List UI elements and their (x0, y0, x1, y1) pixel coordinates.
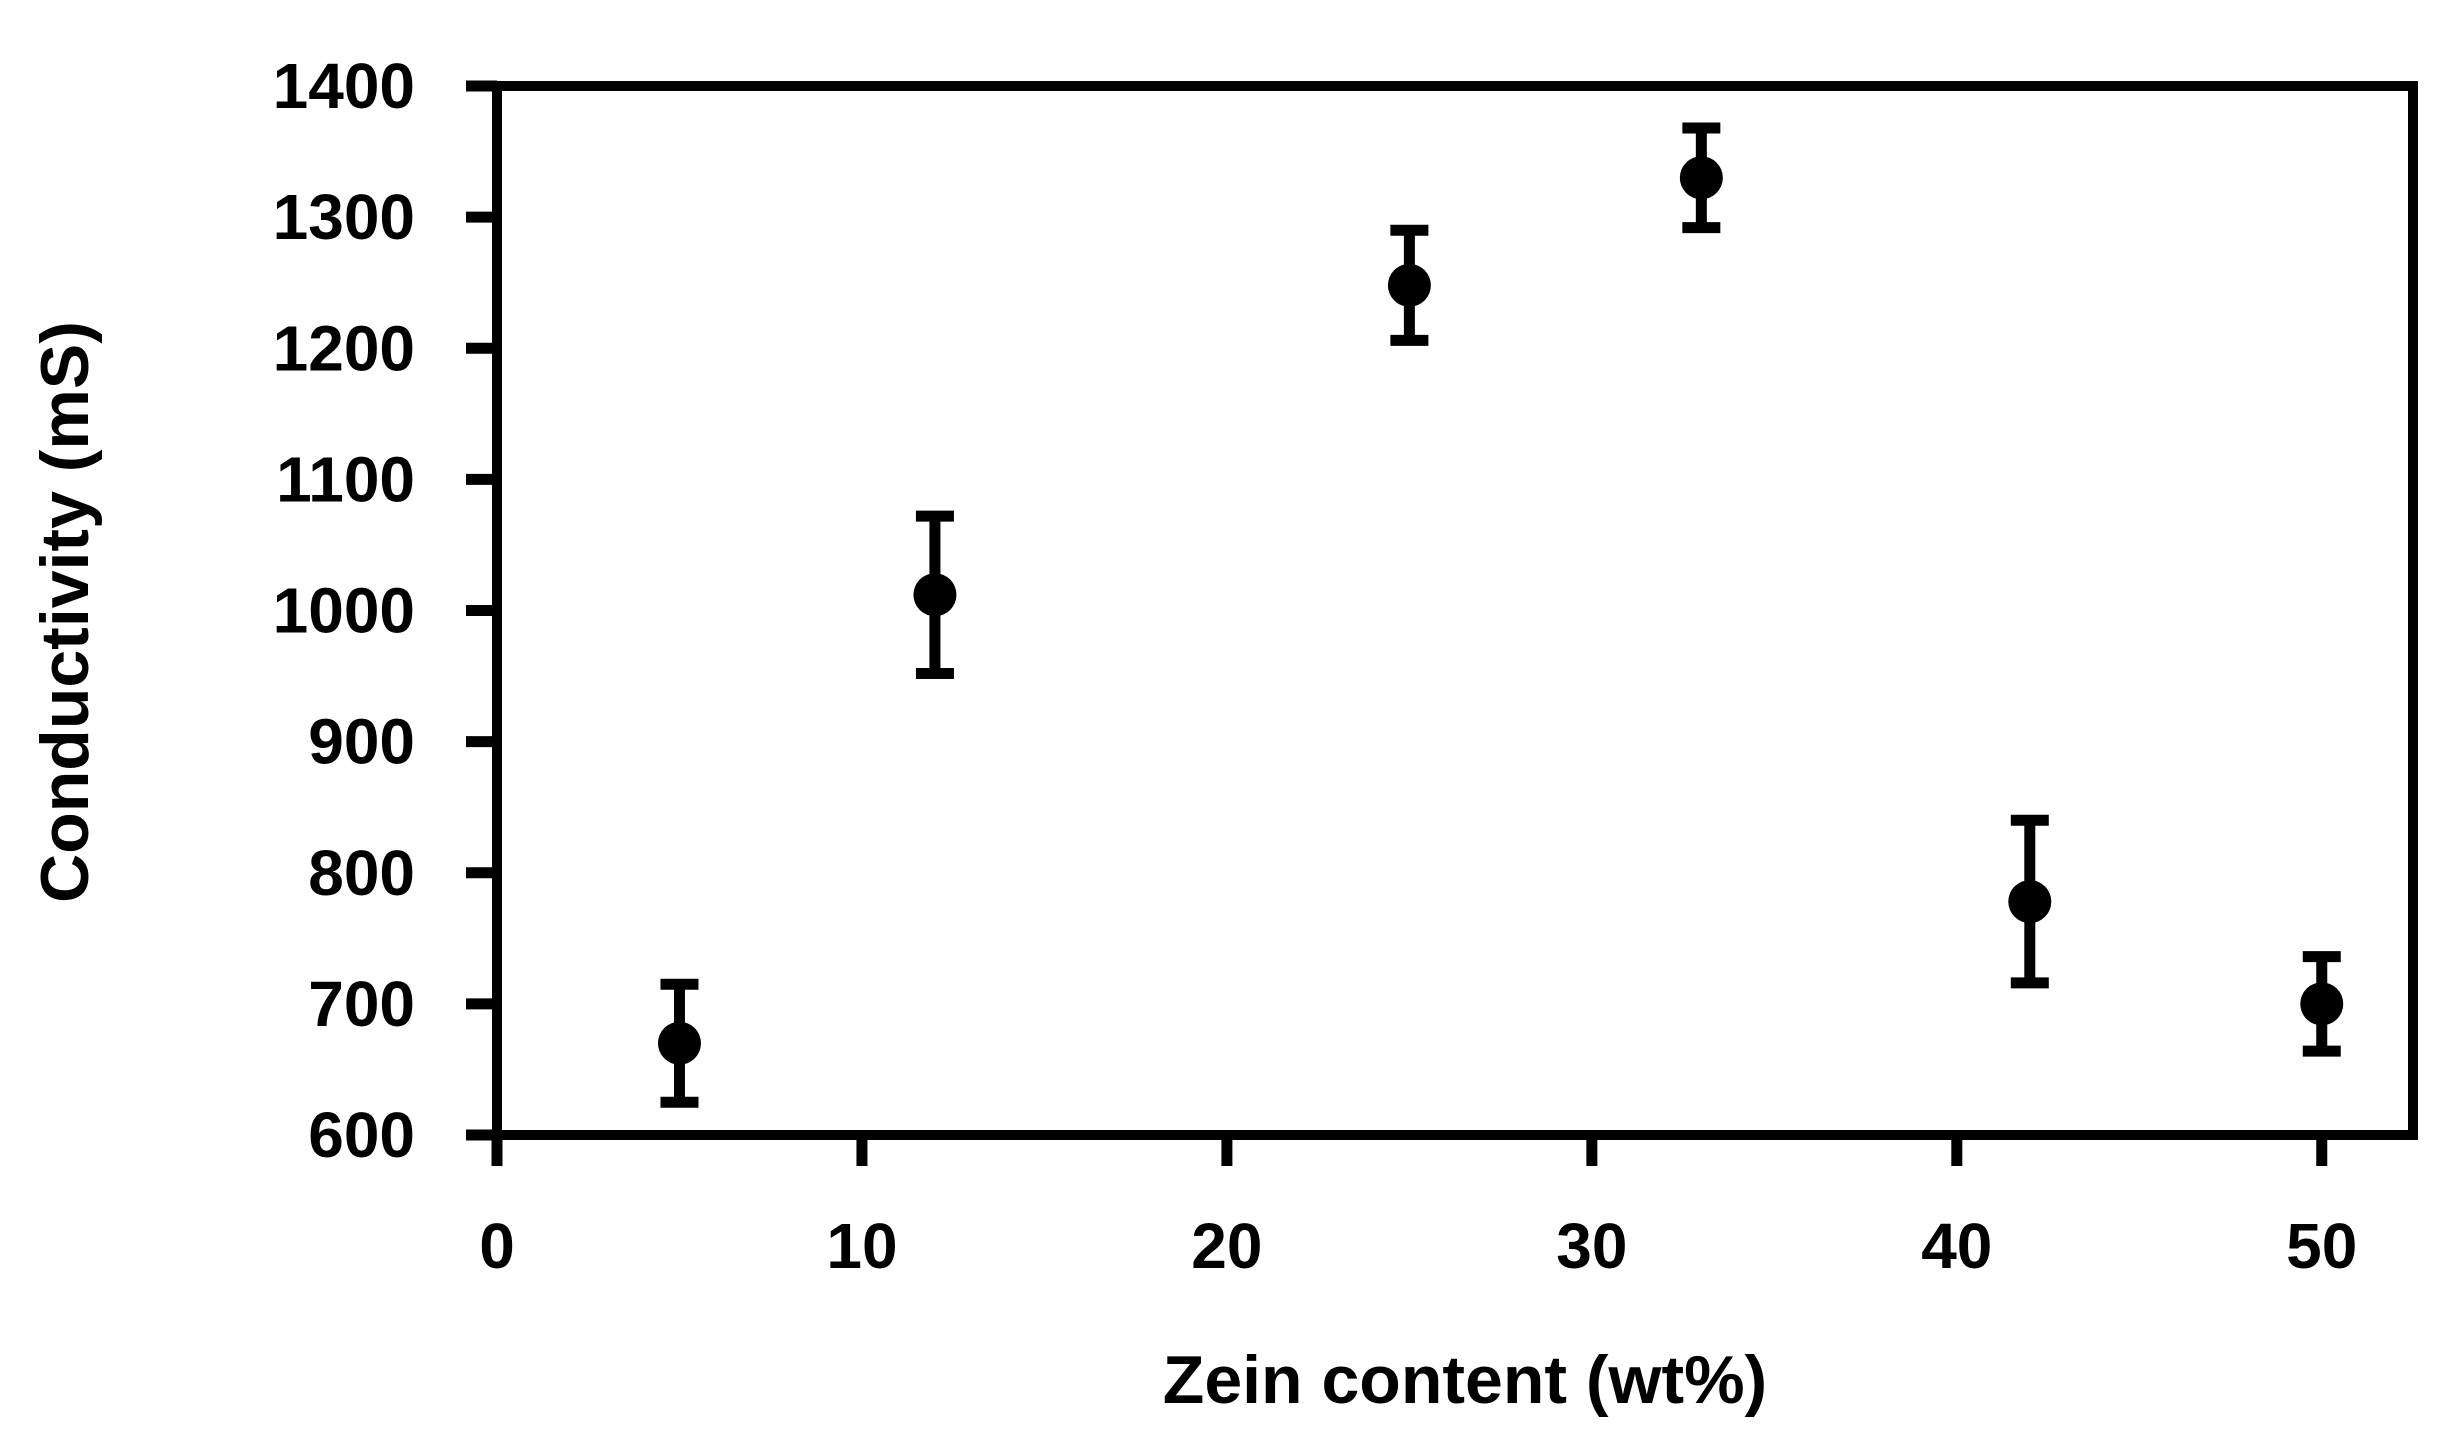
data-point-group (2008, 814, 2052, 989)
x-tick-label: 0 (479, 1210, 515, 1282)
data-point-marker (2300, 982, 2344, 1026)
plot-border (492, 81, 2418, 1140)
y-tick-label: 1000 (273, 575, 415, 647)
data-point-group (1387, 224, 1431, 346)
y-axis-title: Conductivity (mS) (27, 321, 103, 903)
y-tick-label: 600 (308, 1099, 415, 1171)
plot-frame (492, 81, 2418, 1140)
y-tick-label: 800 (308, 837, 415, 909)
x-tick-label: 40 (1921, 1210, 1992, 1282)
x-axis-title: Zein content (wt%) (1163, 1342, 1767, 1418)
x-tick-label: 20 (1191, 1210, 1262, 1282)
data-point-marker (657, 1021, 701, 1065)
x-tick-label: 30 (1556, 1210, 1627, 1282)
data-point-marker (913, 573, 957, 617)
y-tick-label: 900 (308, 706, 415, 778)
y-tick-label: 1100 (276, 443, 415, 515)
data-point-marker (1679, 156, 1723, 200)
y-tick-label: 1400 (273, 50, 415, 122)
y-tick-label: 1300 (273, 181, 415, 253)
y-tick-label: 1200 (273, 312, 415, 384)
x-tick-label: 50 (2286, 1210, 2357, 1282)
data-series (657, 122, 2344, 1108)
data-point-group (1679, 122, 1723, 234)
data-point-group (657, 978, 701, 1108)
data-point-group (2300, 951, 2344, 1057)
data-point-group (913, 510, 957, 679)
data-point-marker (2008, 880, 2052, 924)
y-tick-label: 700 (308, 968, 415, 1040)
data-point-marker (1387, 263, 1431, 307)
axis-tick-labels: 600 700 800 900 1000 1100 1200 1300 1400 0 10 20 30 4… (273, 50, 2358, 1282)
x-tick-label: 10 (826, 1210, 897, 1282)
axis-ticks (466, 80, 2328, 1166)
